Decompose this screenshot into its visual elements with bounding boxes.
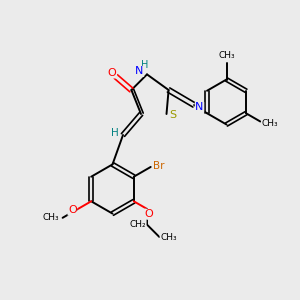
Text: CH₃: CH₃ (218, 51, 235, 60)
Text: Br: Br (153, 161, 165, 171)
Text: CH₃: CH₃ (43, 213, 59, 222)
Text: H: H (111, 128, 119, 139)
Text: O: O (68, 205, 77, 215)
Text: CH₂: CH₂ (130, 220, 146, 229)
Text: O: O (145, 209, 154, 219)
Text: S: S (169, 110, 177, 121)
Text: O: O (108, 68, 117, 78)
Text: N: N (135, 66, 144, 76)
Text: H: H (141, 60, 148, 70)
Text: N: N (195, 102, 204, 112)
Text: CH₃: CH₃ (262, 118, 278, 127)
Text: CH₃: CH₃ (160, 232, 177, 242)
